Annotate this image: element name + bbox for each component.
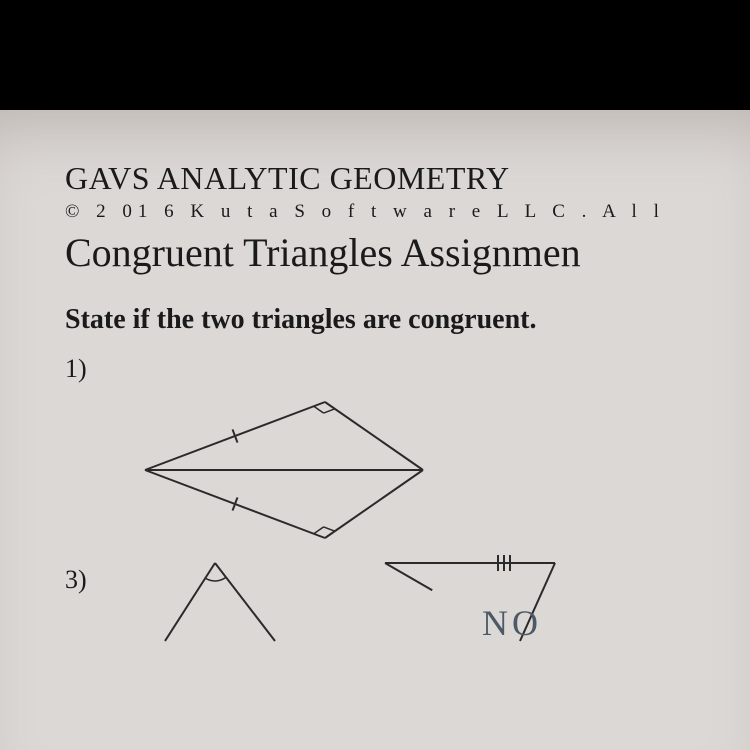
question-3-row: 3) NO bbox=[65, 555, 750, 645]
svg-text:NO: NO bbox=[482, 603, 542, 643]
copyright-line: © 2 01 6 K u t a S o f t w a r e L L C .… bbox=[65, 201, 750, 223]
instruction-text: State if the two triangles are congruent… bbox=[65, 304, 750, 336]
assignment-title: Congruent Triangles Assignmen bbox=[65, 229, 750, 276]
question-3-svg: NO bbox=[125, 555, 595, 645]
kite-triangles-svg bbox=[125, 390, 445, 550]
question-1-label: 1) bbox=[65, 354, 750, 384]
question-1-figure bbox=[125, 390, 750, 555]
worksheet-page: GAVS ANALYTIC GEOMETRY © 2 01 6 K u t a … bbox=[0, 110, 750, 750]
course-title: GAVS ANALYTIC GEOMETRY bbox=[65, 160, 750, 197]
question-3-label: 3) bbox=[65, 565, 125, 595]
